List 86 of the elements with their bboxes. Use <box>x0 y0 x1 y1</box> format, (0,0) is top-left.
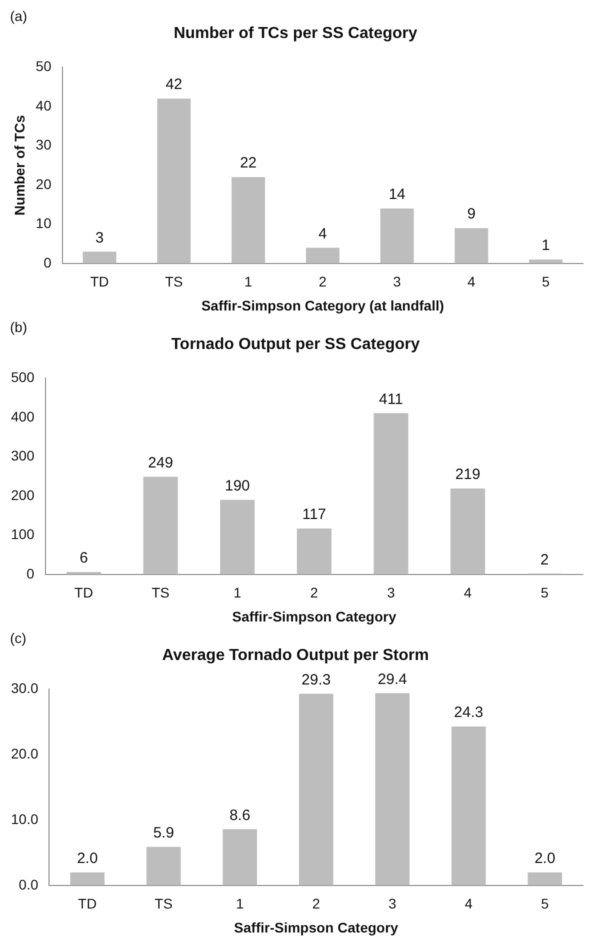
data-label: 29.3 <box>302 671 331 688</box>
bar <box>375 693 410 886</box>
y-tick-label: 300 <box>11 448 35 464</box>
y-tick-label: 40 <box>36 97 52 114</box>
x-tick-label: 2 <box>318 274 327 290</box>
x-tick-label: 3 <box>387 584 396 601</box>
x-tick-label: 1 <box>244 274 252 290</box>
text: (a) <box>10 8 28 24</box>
bar <box>298 694 334 886</box>
y-tick-label: 0 <box>26 565 35 582</box>
chart-title: Tornado Output per SS Category <box>171 336 420 354</box>
y-tick-label: 100 <box>11 526 35 542</box>
data-label: 190 <box>224 477 250 494</box>
bar <box>146 846 181 886</box>
data-label: 9 <box>467 206 476 223</box>
bar <box>306 248 340 264</box>
x-tick-label: 5 <box>540 896 549 912</box>
data-label: 4 <box>318 225 327 242</box>
y-tick-label: 0.0 <box>18 876 38 892</box>
bar <box>70 872 105 886</box>
data-label: 2.0 <box>534 850 556 867</box>
bar <box>451 726 486 886</box>
bar <box>380 208 414 264</box>
x-tick-label: 5 <box>540 584 549 601</box>
data-label: 117 <box>302 506 326 524</box>
y-tick-label: 400 <box>11 408 35 424</box>
data-label: 6 <box>80 550 88 567</box>
data-label: 14 <box>388 186 406 204</box>
x-tick-label: TD <box>90 274 109 290</box>
data-label: 2.0 <box>76 850 98 867</box>
text: (c) <box>10 630 26 646</box>
bar <box>454 228 488 264</box>
x-tick-label: 4 <box>464 896 473 912</box>
x-axis-title: Saffir-Simpson Category <box>232 608 396 624</box>
x-tick-label: TD <box>74 584 94 601</box>
y-tick-label: 30 <box>36 136 52 153</box>
x-tick-label: TS <box>164 274 183 290</box>
y-axis-title: Number of TCs <box>11 114 28 216</box>
bar <box>232 177 266 264</box>
x-tick-label: 3 <box>393 274 402 290</box>
y-tick-label: 0 <box>44 254 52 270</box>
x-tick-label: 1 <box>233 584 242 601</box>
y-tick-label: 10 <box>36 215 52 232</box>
x-tick-label: 4 <box>468 274 476 290</box>
x-tick-label: 4 <box>464 584 472 601</box>
bar <box>82 252 116 264</box>
chart-title: Number of TCs per SS Category <box>174 25 418 42</box>
x-axis-title: Saffir-Simpson Category (at landfall) <box>201 297 444 314</box>
y-tick-label: 20.0 <box>11 745 38 762</box>
x-axis-title: Saffir-Simpson Category <box>234 919 398 936</box>
data-label: 1 <box>542 237 550 254</box>
x-tick-label: TS <box>152 584 170 601</box>
data-label: 411 <box>379 390 403 408</box>
data-label: 3 <box>95 229 104 246</box>
data-label: 249 <box>148 454 174 472</box>
x-tick-label: TD <box>78 896 97 912</box>
x-tick-label: 2 <box>310 584 318 601</box>
y-tick-label: 500 <box>11 369 35 386</box>
y-tick-label: 200 <box>11 486 35 503</box>
y-tick-label: 50 <box>36 58 52 74</box>
bar <box>374 413 408 574</box>
bar <box>222 829 258 886</box>
data-label: 8.6 <box>229 806 250 824</box>
data-label: 29.4 <box>378 670 407 688</box>
data-label: 22 <box>240 154 257 172</box>
data-label: 42 <box>166 76 182 94</box>
data-label: 2 <box>540 551 549 568</box>
y-tick-label: 30.0 <box>11 680 38 696</box>
bar <box>450 488 486 574</box>
text: (b) <box>10 319 28 335</box>
y-tick-label: 20 <box>36 176 52 192</box>
data-label: 24.3 <box>454 704 484 722</box>
bar <box>157 98 191 264</box>
data-label: 219 <box>455 466 480 484</box>
x-tick-label: 2 <box>312 896 320 912</box>
x-tick-label: 5 <box>542 274 550 290</box>
bar <box>296 528 332 574</box>
y-tick-label: 10.0 <box>11 810 38 827</box>
x-tick-label: TS <box>154 896 173 912</box>
data-label: 5.9 <box>153 824 174 842</box>
x-tick-label: 1 <box>236 896 244 912</box>
bar <box>143 476 178 574</box>
chart-title: Average Tornado Output per Storm <box>162 647 429 664</box>
x-tick-label: 3 <box>388 896 396 912</box>
bar <box>528 872 562 886</box>
bar <box>220 500 255 574</box>
